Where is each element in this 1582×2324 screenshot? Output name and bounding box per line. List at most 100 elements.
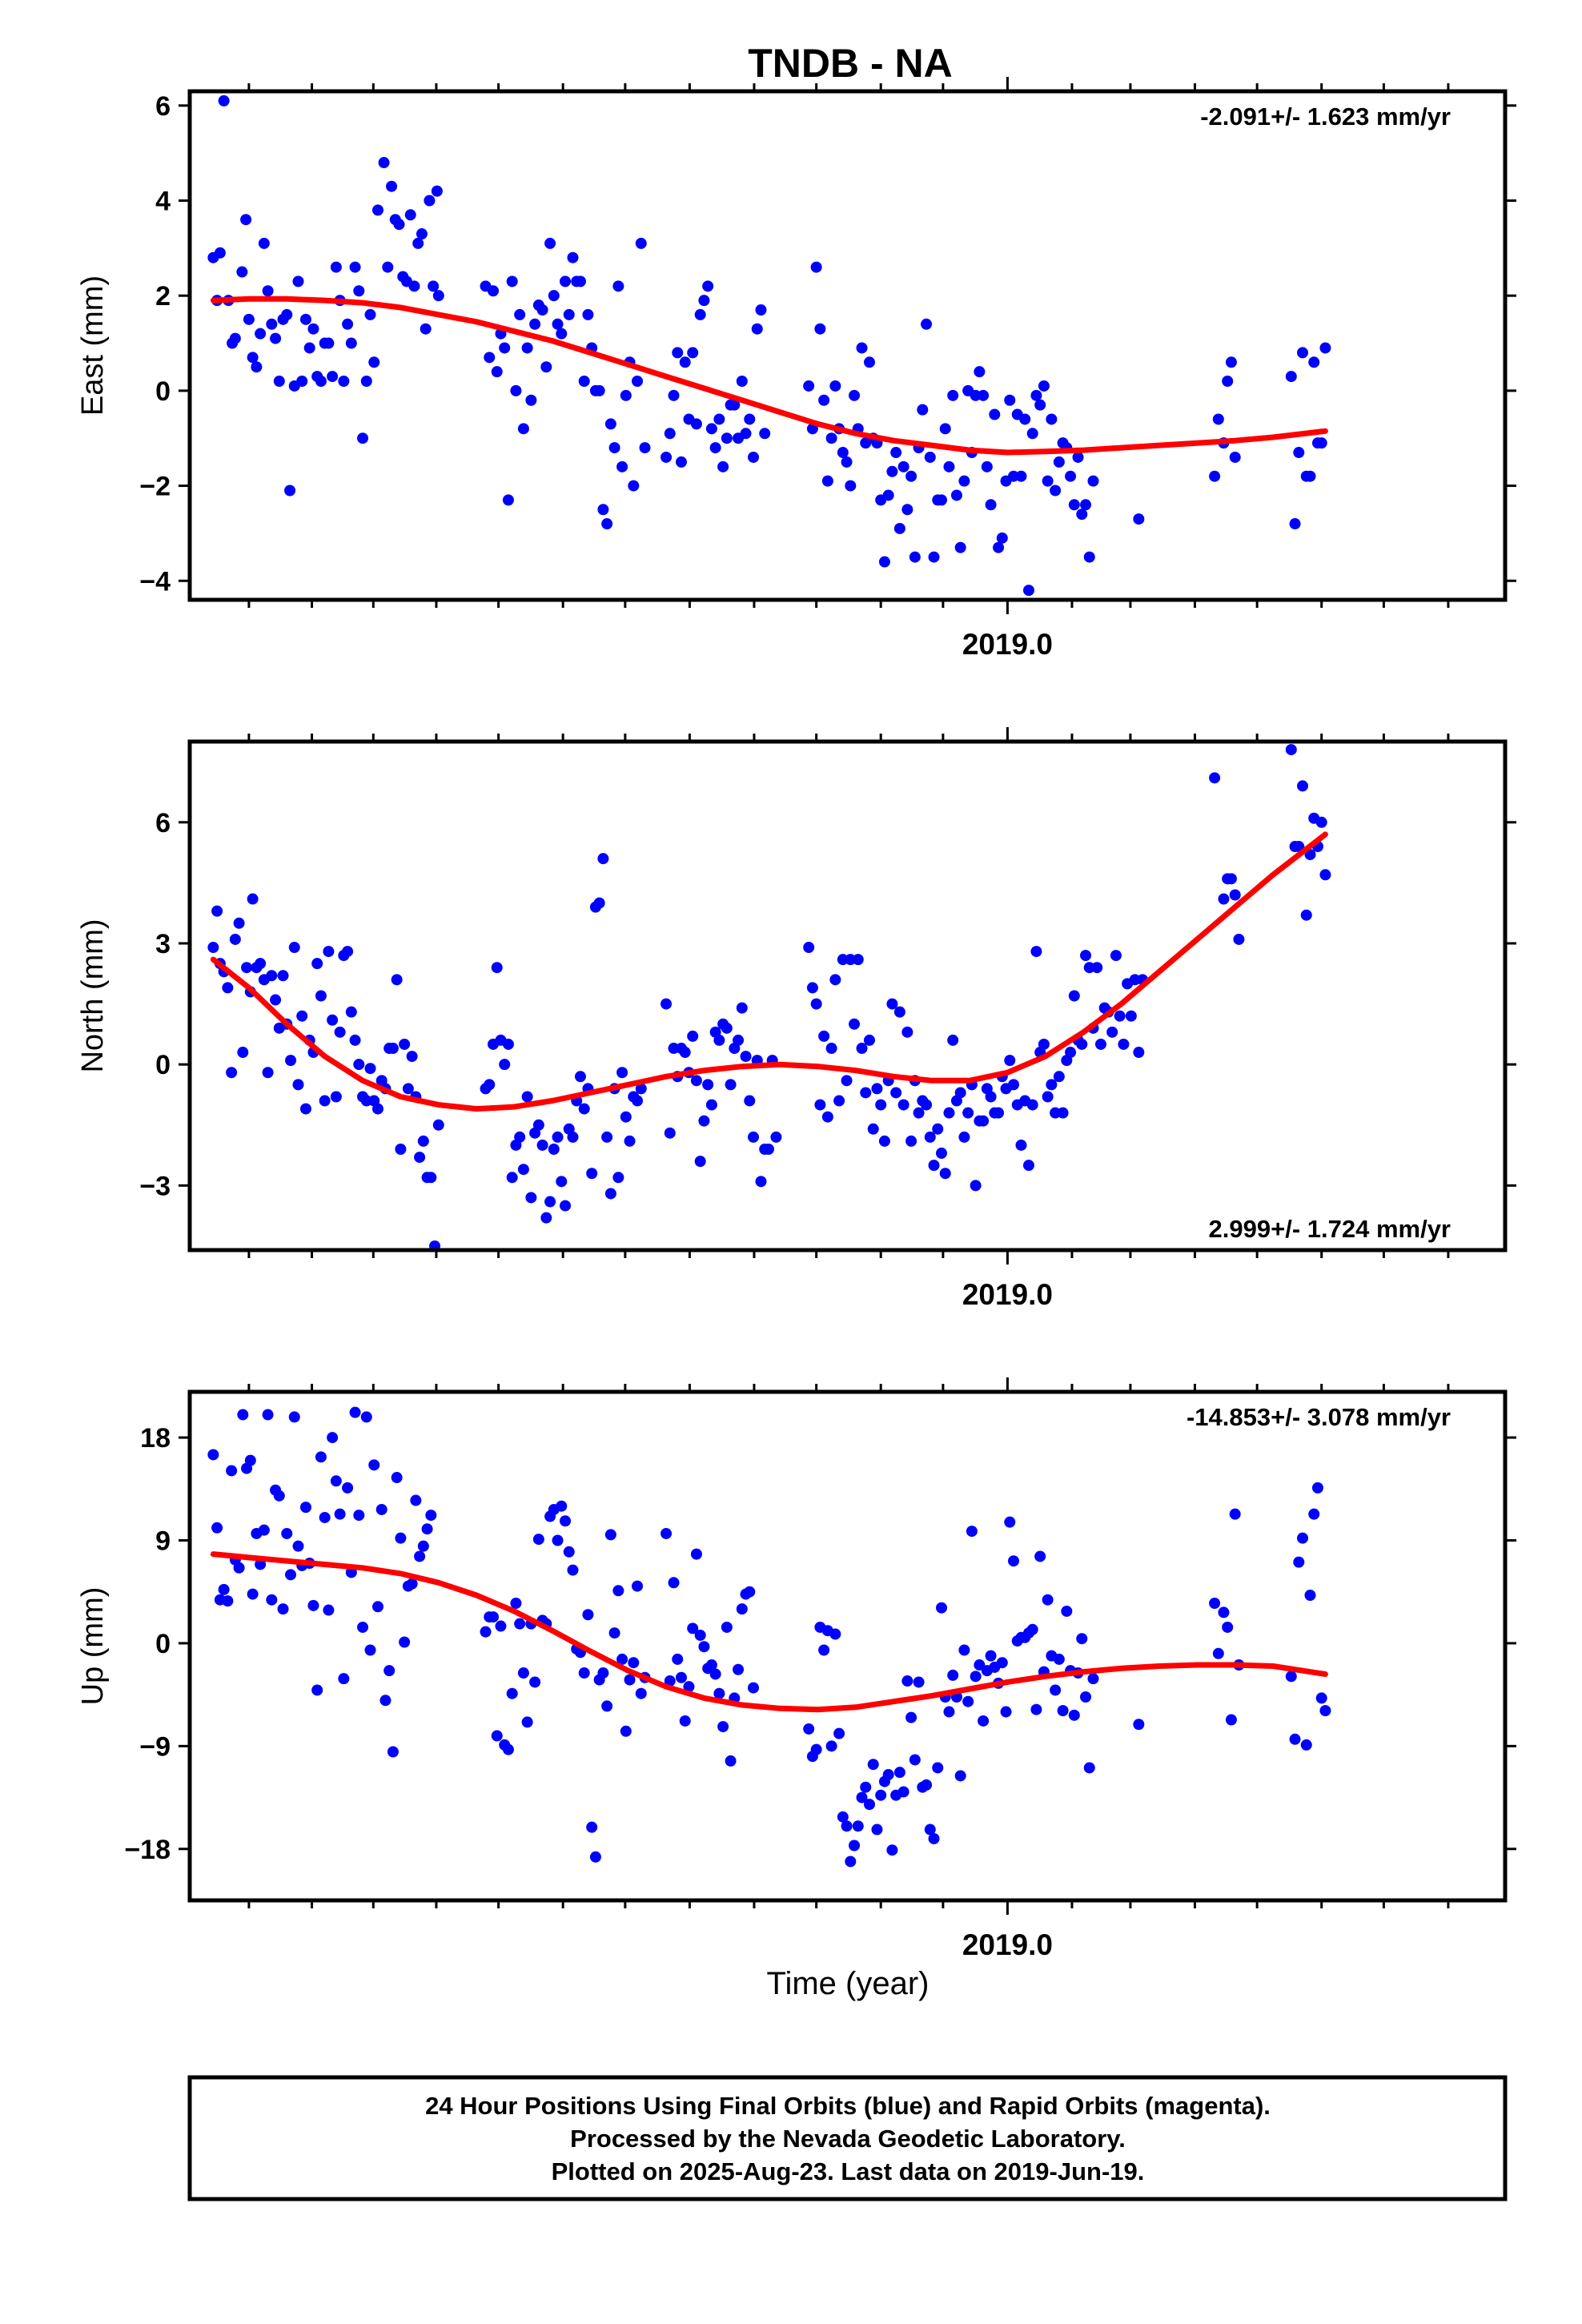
north-data-point bbox=[229, 933, 241, 945]
up-y-tick-label: −9 bbox=[139, 1731, 171, 1762]
north-data-point bbox=[334, 1026, 346, 1038]
north-y-tick-label: −3 bbox=[139, 1171, 171, 1201]
north-data-point bbox=[266, 970, 278, 982]
east-data-point bbox=[416, 228, 428, 240]
up-data-point bbox=[357, 1621, 369, 1633]
north-data-point bbox=[867, 1123, 879, 1135]
north-data-point bbox=[364, 1063, 376, 1075]
east-data-point bbox=[345, 337, 357, 349]
up-data-point bbox=[1229, 1508, 1241, 1520]
east-data-point bbox=[521, 342, 533, 354]
east-data-point bbox=[412, 237, 424, 249]
up-data-point bbox=[958, 1644, 970, 1656]
north-data-point bbox=[560, 1200, 572, 1212]
up-data-point bbox=[672, 1653, 684, 1665]
east-data-point bbox=[484, 352, 496, 364]
up-data-point bbox=[849, 1839, 861, 1852]
east-y-axis-label: East (mm) bbox=[76, 275, 110, 416]
north-data-point bbox=[1229, 889, 1241, 901]
up-data-point bbox=[624, 1674, 636, 1686]
up-data-point bbox=[1293, 1556, 1305, 1568]
up-y-tick-label: 9 bbox=[155, 1526, 171, 1557]
east-data-point bbox=[514, 308, 526, 320]
east-x-tick-label: 2019.0 bbox=[962, 628, 1053, 661]
north-data-point bbox=[1015, 1139, 1027, 1151]
east-fit-line bbox=[210, 296, 1328, 456]
east-data-point bbox=[247, 352, 259, 364]
up-data-point bbox=[582, 1609, 594, 1621]
east-data-point bbox=[604, 418, 616, 430]
north-data-point bbox=[574, 1071, 586, 1083]
up-data-point bbox=[829, 1628, 841, 1640]
east-data-point bbox=[755, 304, 767, 316]
east-data-point bbox=[744, 413, 756, 425]
north-data-point bbox=[391, 974, 403, 986]
chart-title: TNDB - NA bbox=[748, 41, 953, 86]
up-data-point bbox=[586, 1821, 598, 1833]
north-data-point bbox=[327, 1014, 339, 1026]
east-data-point bbox=[574, 275, 586, 287]
up-data-point bbox=[1311, 1482, 1323, 1494]
east-data-point bbox=[702, 280, 714, 292]
north-data-point bbox=[1068, 990, 1080, 1002]
east-data-point bbox=[536, 304, 548, 316]
east-data-point bbox=[420, 323, 432, 335]
north-data-point bbox=[319, 1095, 331, 1107]
up-data-point bbox=[1289, 1733, 1301, 1745]
up-data-point bbox=[1087, 1673, 1099, 1685]
east-data-point bbox=[488, 285, 500, 297]
north-data-point bbox=[499, 1059, 511, 1071]
up-data-point bbox=[1285, 1671, 1297, 1683]
up-data-point bbox=[258, 1524, 270, 1536]
east-data-point bbox=[1065, 470, 1077, 482]
east-data-point bbox=[845, 480, 857, 492]
north-data-point bbox=[829, 974, 841, 986]
north-data-point bbox=[387, 1043, 399, 1055]
north-data-point bbox=[567, 1131, 579, 1143]
east-rate-label: -2.091+/- 1.623 mm/yr bbox=[1200, 103, 1451, 131]
east-data-point bbox=[567, 251, 579, 263]
up-data-point bbox=[863, 1799, 875, 1811]
north-data-point bbox=[1110, 950, 1122, 962]
up-data-point bbox=[597, 1667, 609, 1679]
east-panel: −4 −2 0 2 4 6 2019.0 East (mm) -2.091+/- 1.623 m… bbox=[76, 77, 1516, 661]
up-data-point bbox=[954, 1770, 966, 1782]
east-data-point bbox=[378, 157, 390, 169]
up-panel: −18 −9 0 9 18 2019.0 Up (mm) -14.853+/- 3.078 m… bbox=[76, 1377, 1516, 1961]
east-data-point bbox=[897, 460, 909, 472]
up-data-point bbox=[709, 1668, 721, 1680]
east-data-point bbox=[849, 389, 861, 401]
up-data-point bbox=[1222, 1621, 1234, 1633]
north-data-point bbox=[679, 1047, 691, 1059]
up-data-point bbox=[299, 1502, 311, 1514]
north-data-point bbox=[905, 1135, 917, 1147]
up-rate-label: -14.853+/- 3.078 mm/yr bbox=[1186, 1403, 1451, 1431]
east-data-point bbox=[863, 356, 875, 368]
east-data-point bbox=[1289, 518, 1301, 530]
east-data-point bbox=[679, 356, 691, 368]
east-data-point bbox=[901, 504, 913, 516]
up-data-point bbox=[315, 1451, 327, 1463]
north-data-point bbox=[233, 917, 245, 929]
east-data-point bbox=[517, 423, 529, 435]
north-data-point bbox=[292, 1079, 304, 1091]
north-data-point bbox=[491, 962, 503, 974]
up-data-point bbox=[338, 1673, 350, 1685]
north-data-point bbox=[540, 1212, 552, 1224]
up-data-point bbox=[1300, 1739, 1312, 1751]
up-data-point bbox=[532, 1534, 544, 1546]
east-data-point bbox=[404, 209, 416, 221]
east-data-point bbox=[315, 376, 327, 388]
up-data-point bbox=[1050, 1684, 1062, 1696]
up-data-point bbox=[334, 1508, 346, 1520]
east-data-point bbox=[882, 489, 894, 501]
up-data-point bbox=[307, 1599, 319, 1611]
up-fit-line bbox=[210, 1551, 1328, 1713]
north-data-point bbox=[1004, 1055, 1016, 1067]
up-data-point bbox=[852, 1820, 864, 1832]
up-data-point bbox=[664, 1675, 676, 1687]
north-data-point bbox=[556, 1176, 568, 1188]
up-data-point bbox=[935, 1602, 947, 1614]
up-data-point bbox=[928, 1832, 940, 1844]
up-data-point bbox=[901, 1675, 913, 1687]
